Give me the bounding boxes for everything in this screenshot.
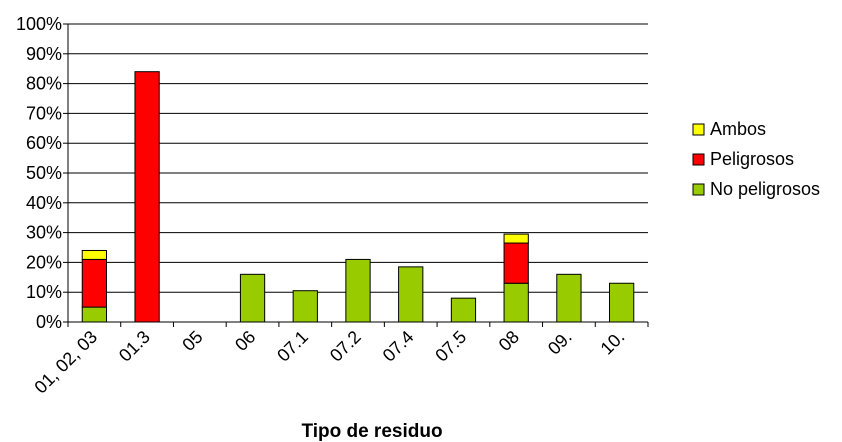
x-tick-label: 01.3 (115, 327, 154, 366)
y-tick-label: 100% (16, 14, 62, 34)
y-tick-labels: 0% 10% 20% 30% 40% 50% 60% 70% 80% 90% 100% (16, 14, 62, 332)
x-tick-label: 08 (495, 327, 523, 355)
legend-label: Peligrosos (710, 149, 794, 169)
bars (81, 71, 635, 323)
x-axis-title: Tipo de residuo (301, 421, 442, 442)
gridlines (68, 23, 648, 293)
x-tick-label: 01, 02, 03 (30, 327, 101, 398)
x-tick-label: 10. (597, 327, 629, 359)
legend-label: Ambos (710, 119, 766, 139)
y-tick-label: 40% (26, 193, 62, 213)
bar-segment (81, 306, 107, 323)
legend: Ambos Peligrosos No peligrosos (692, 119, 820, 199)
bar-segment (81, 249, 107, 260)
y-tick-label: 60% (26, 133, 62, 153)
legend-swatch (692, 153, 705, 166)
y-tick-label: 30% (26, 223, 62, 243)
bar-segment (503, 233, 529, 244)
y-tick-label: 90% (26, 44, 62, 64)
bar-segment (556, 273, 582, 323)
legend-swatch (692, 123, 705, 136)
x-tick-label: 09. (544, 327, 576, 359)
bar-segment (134, 71, 160, 323)
x-tick-label: 05 (178, 327, 206, 355)
legend-swatch (692, 183, 705, 196)
y-tick-label: 0% (36, 312, 62, 332)
y-tick-label: 20% (26, 252, 62, 272)
bar-segment (450, 297, 477, 323)
bar-segment (292, 290, 318, 323)
bar-segment (81, 258, 107, 308)
bar-segment (503, 282, 529, 323)
x-tick-label: 07.5 (431, 327, 470, 366)
bar-segment (503, 242, 529, 284)
y-tick-label: 80% (26, 74, 62, 94)
y-tick-label: 70% (26, 103, 62, 123)
bar-segment (398, 266, 424, 323)
axes (63, 23, 649, 327)
x-tick-labels: 01, 02, 03 01.3 05 06 07.1 07.2 07.4 07.5 08 09. 1… (30, 327, 628, 398)
bar-segment (239, 273, 266, 323)
y-tick-label: 50% (26, 163, 62, 183)
x-tick-label: 07.1 (273, 327, 312, 366)
x-tick-label: 06 (231, 327, 259, 355)
bar-segment (345, 258, 371, 323)
bar-segment (609, 282, 635, 323)
x-tick-label: 07.2 (326, 327, 365, 366)
legend-label: No peligrosos (710, 179, 820, 199)
x-tick-label: 07.4 (379, 327, 418, 366)
y-tick-label: 10% (26, 282, 62, 302)
